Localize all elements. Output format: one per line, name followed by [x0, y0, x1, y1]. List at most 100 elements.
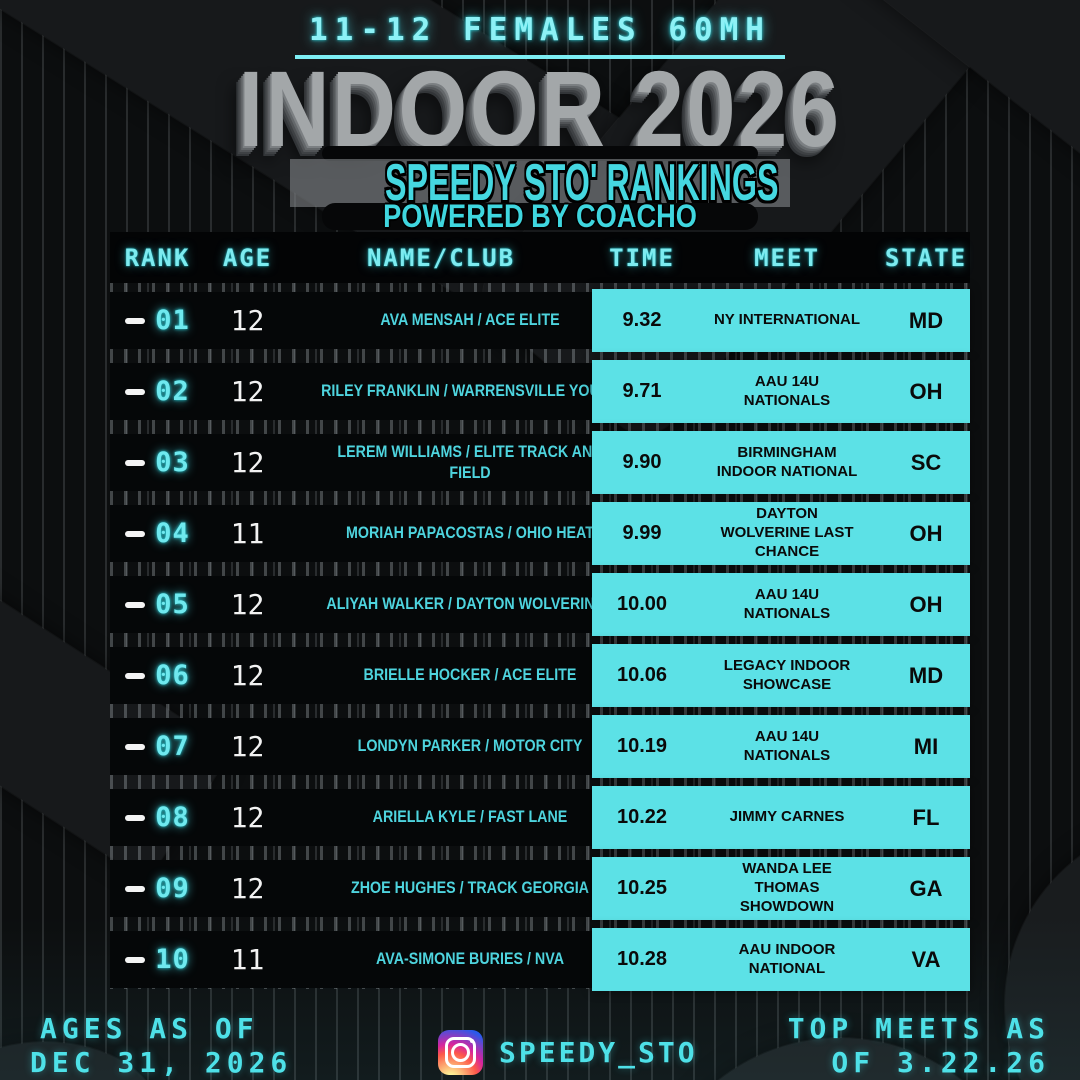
row-right-panel: 10.22 JIMMY CARNES FL	[592, 786, 970, 849]
meet-value: LEGACY INDOOR SHOWCASE	[723, 656, 851, 693]
meet-value: AAU 14U NATIONALS	[743, 727, 831, 764]
time-value: 10.28	[616, 948, 668, 970]
rank-cell: 04	[110, 518, 205, 549]
meet-cell: JIMMY CARNES	[692, 808, 882, 827]
rank-dash-icon	[125, 388, 146, 395]
column-header-name-club: NAME/CLUB	[366, 243, 516, 272]
rank-value: 07	[155, 731, 190, 762]
rank-dash-icon	[125, 814, 146, 821]
rank-cell: 06	[110, 660, 205, 691]
age-value: 12	[230, 588, 265, 621]
meets-note: TOP MEETS AS OF 3.22.26	[788, 1012, 1050, 1080]
age-value: 12	[230, 801, 265, 834]
instagram-frame	[445, 1037, 476, 1068]
age-value: 12	[230, 872, 265, 905]
time-value: 9.32	[622, 309, 662, 331]
rank-cell: 07	[110, 731, 205, 762]
row-right-panel: 10.28 AAU INDOOR NATIONAL VA	[592, 928, 970, 991]
state-value: GA	[909, 875, 943, 901]
rank-dash-icon	[125, 743, 146, 750]
rank-dash-icon	[125, 885, 146, 892]
table-row: 08 12 ARIELLA KYLE / FAST LANE 10.22 JIM…	[110, 786, 970, 849]
name-club-cell: ZHOE HUGHES / TRACK GEORGIA	[290, 878, 650, 898]
meet-value: AAU 14U NATIONALS	[743, 585, 831, 622]
state-value: MD	[908, 307, 944, 333]
meet-cell: NY INTERNATIONAL	[692, 311, 882, 330]
meet-cell: AAU 14U NATIONALS	[692, 373, 882, 411]
age-value: 12	[230, 446, 265, 479]
time-value: 10.25	[616, 877, 668, 899]
rank-cell: 08	[110, 802, 205, 833]
rank-cell: 01	[110, 305, 205, 336]
instagram-handle[interactable]: SPEEDY_STO	[499, 1036, 698, 1069]
name-club-cell: RILEY FRANKLIN / WARRENSVILLE YOUTH	[290, 381, 650, 401]
state-value: OH	[909, 378, 943, 404]
name-club-value: LEREM WILLIAMS / ELITE TRACK AND FIELD	[337, 442, 603, 482]
row-left-panel: 06 12 BRIELLE HOCKER / ACE ELITE	[110, 647, 592, 704]
meet-value: AAU 14U NATIONALS	[743, 372, 831, 409]
age-value: 12	[230, 730, 265, 763]
age-value: 11	[230, 943, 265, 976]
instagram-flash-dot	[470, 1039, 474, 1043]
state-value: MD	[908, 662, 944, 688]
table-row: 07 12 LONDYN PARKER / MOTOR CITY 10.19 A…	[110, 715, 970, 778]
table-row: 03 12 LEREM WILLIAMS / ELITE TRACK AND F…	[110, 431, 970, 494]
name-club-value: ARIELLA KYLE / FAST LANE	[372, 807, 568, 827]
instagram-link[interactable]: SPEEDY_STO	[438, 1030, 698, 1075]
table-row: 01 12 AVA MENSAH / ACE ELITE 9.32 NY INT…	[110, 289, 970, 352]
name-club-cell: MORIAH PAPACOSTAS / OHIO HEAT	[290, 523, 650, 543]
column-header-age: AGE	[222, 243, 273, 272]
meet-cell: AAU INDOOR NATIONAL	[692, 941, 882, 979]
name-club-cell: ALIYAH WALKER / DAYTON WOLVERINES	[290, 594, 650, 614]
name-club-value: ZHOE HUGHES / TRACK GEORGIA	[350, 878, 590, 898]
brand-panel: SPEEDY STO' RANKINGS POWERED BY COACHO	[290, 146, 790, 234]
state-value: OH	[909, 591, 943, 617]
name-club-cell: LONDYN PARKER / MOTOR CITY	[290, 736, 650, 756]
column-header-rank: RANK	[124, 243, 191, 272]
rank-value: 08	[155, 802, 190, 833]
rank-dash-icon	[125, 459, 146, 466]
rank-cell: 02	[110, 376, 205, 407]
name-club-cell: BRIELLE HOCKER / ACE ELITE	[290, 665, 650, 685]
column-header-meet: MEET	[754, 243, 820, 272]
rank-value: 10	[155, 944, 190, 975]
name-club-cell: AVA-SIMONE BURIES / NVA	[290, 949, 650, 969]
rank-value: 01	[155, 305, 190, 336]
ages-note: AGES AS OF DEC 31, 2026	[30, 1012, 292, 1080]
name-club-value: BRIELLE HOCKER / ACE ELITE	[363, 665, 577, 685]
column-header-time: TIME	[609, 243, 675, 272]
name-club-value: AVA-SIMONE BURIES / NVA	[375, 949, 565, 969]
table-row: 05 12 ALIYAH WALKER / DAYTON WOLVERINES …	[110, 573, 970, 636]
table-header-row: RANK AGE NAME/CLUB TIME MEET STATE	[110, 232, 970, 283]
row-right-panel: 10.00 AAU 14U NATIONALS OH	[592, 573, 970, 636]
meets-note-line1: TOP MEETS AS	[787, 1012, 1050, 1045]
ages-note-line1: AGES AS OF	[40, 1012, 259, 1045]
time-value: 10.22	[616, 806, 668, 828]
powered-by-label: POWERED BY COACHO	[383, 198, 697, 234]
meet-cell: AAU 14U NATIONALS	[692, 728, 882, 766]
state-value: MI	[913, 733, 939, 759]
rank-value: 02	[155, 376, 190, 407]
name-club-value: MORIAH PAPACOSTAS / OHIO HEAT	[345, 523, 595, 543]
row-right-panel: 9.71 AAU 14U NATIONALS OH	[592, 360, 970, 423]
rank-dash-icon	[125, 956, 146, 963]
time-value: 9.71	[622, 380, 662, 402]
row-right-panel: 9.99 DAYTON WOLVERINE LAST CHANCE OH	[592, 502, 970, 565]
meet-value: BIRMINGHAM INDOOR NATIONAL	[716, 443, 858, 480]
meet-cell: DAYTON WOLVERINE LAST CHANCE	[692, 505, 882, 561]
age-value: 11	[230, 517, 265, 550]
rank-cell: 05	[110, 589, 205, 620]
name-club-cell: ARIELLA KYLE / FAST LANE	[290, 807, 650, 827]
event-label: 11-12 FEMALES 60MH	[295, 12, 785, 59]
name-club-value: AVA MENSAH / ACE ELITE	[380, 310, 560, 330]
state-value: FL	[912, 804, 940, 830]
instagram-icon[interactable]	[438, 1030, 483, 1075]
table-row: 02 12 RILEY FRANKLIN / WARRENSVILLE YOUT…	[110, 360, 970, 423]
meet-cell: AAU 14U NATIONALS	[692, 586, 882, 624]
rank-value: 06	[155, 660, 190, 691]
powered-by-bar	[322, 203, 758, 230]
name-club-value: ALIYAH WALKER / DAYTON WOLVERINES	[326, 594, 614, 614]
rank-dash-icon	[125, 601, 146, 608]
rank-value: 04	[155, 518, 190, 549]
